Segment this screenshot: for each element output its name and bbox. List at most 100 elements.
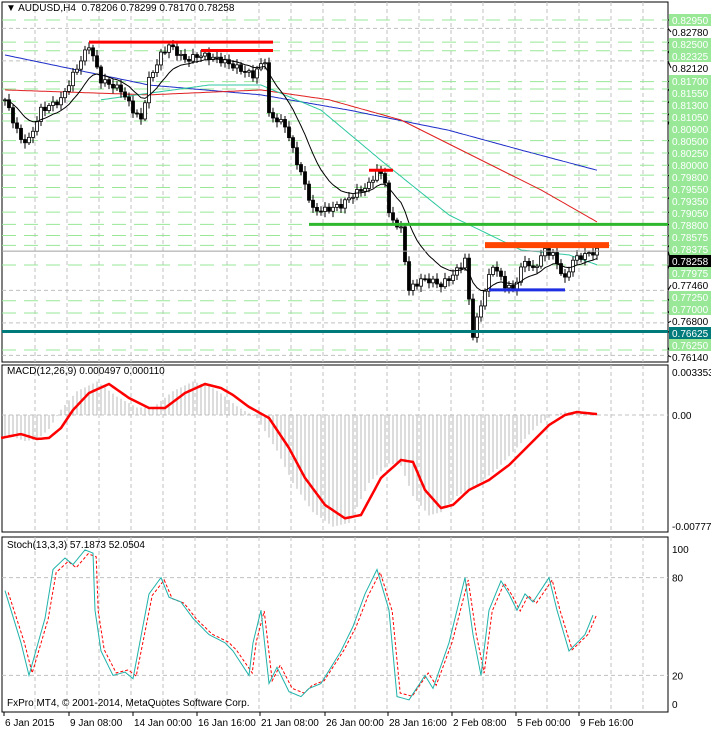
candle-bull	[115, 84, 119, 89]
candle-bear	[19, 127, 23, 140]
time-tick-label: 9 Jan 08:00	[70, 718, 123, 729]
price-level-box	[669, 171, 711, 183]
candle-bull	[575, 255, 579, 261]
candle-bull	[323, 206, 327, 212]
candle-bull	[179, 53, 183, 56]
candle-bear	[131, 100, 135, 114]
candle-bear	[435, 278, 439, 285]
candle-bear	[231, 63, 235, 69]
time-tick-label: 21 Jan 08:00	[261, 718, 319, 729]
candle-bull	[263, 62, 267, 65]
candle-bull	[159, 51, 163, 66]
candle-bull	[539, 255, 543, 267]
candle-bear	[359, 189, 363, 192]
price-panel	[1, 1, 669, 363]
candle-bull	[411, 283, 415, 291]
price-tick-label: 0.76140	[672, 353, 709, 364]
time-tick-label: 28 Jan 16:00	[389, 718, 447, 729]
stoch-tick-label: 100	[672, 545, 689, 556]
candle-bear	[283, 119, 287, 128]
candle-bear	[555, 252, 559, 264]
candle-bull	[31, 130, 35, 138]
candle-bull	[103, 79, 107, 84]
price-tick	[667, 354, 672, 358]
candle-bull	[431, 278, 435, 284]
candle-bear	[107, 79, 111, 85]
candle-bear	[187, 58, 191, 62]
candle-bear	[291, 137, 295, 149]
candle-bull	[83, 49, 87, 62]
time-tick-label: 2 Feb 08:00	[453, 718, 507, 729]
candle-bear	[327, 206, 331, 212]
candle-bear	[239, 64, 243, 72]
candle-bear	[207, 52, 211, 60]
candle-bull	[79, 60, 83, 70]
price-level-box	[669, 135, 711, 147]
candle-bear	[427, 278, 431, 284]
time-tick-label: 6 Jan 2015	[5, 718, 55, 729]
candle-bear	[495, 266, 499, 272]
price-level-box	[669, 99, 711, 111]
price-level-label: 0.80250	[672, 149, 709, 160]
time-tick-label: 16 Jan 16:00	[198, 718, 256, 729]
candle-bear	[43, 106, 47, 111]
price-level-box	[669, 75, 711, 87]
candle-bear	[271, 112, 275, 119]
dropdown-triangle-icon[interactable]: ▼	[6, 3, 16, 14]
candle-bear	[311, 199, 315, 208]
candle-bull	[595, 247, 599, 256]
candle-bull	[535, 265, 539, 268]
price-level-label: 0.80000	[672, 161, 709, 172]
price-level-box	[669, 195, 711, 207]
candle-bear	[127, 96, 131, 102]
candle-bear	[403, 226, 407, 263]
candle-bear	[423, 278, 427, 281]
price-level-box	[669, 339, 711, 351]
price-level-box	[669, 303, 711, 315]
time-tick-label: 5 Feb 00:00	[517, 718, 571, 729]
price-level-label: 0.81300	[672, 101, 709, 112]
candle-bear	[391, 212, 395, 221]
candle-bear	[111, 83, 115, 89]
candle-bear	[183, 53, 187, 60]
candle-bear	[95, 55, 99, 68]
price-tick-label: 0.77460	[672, 281, 709, 292]
price-level-label: 0.79050	[672, 209, 709, 220]
candle-bull	[507, 284, 511, 289]
candle-bull	[543, 248, 547, 257]
candle-bull	[259, 63, 263, 70]
candle-bull	[191, 54, 195, 62]
macd-tick-label: 0.003353	[672, 368, 711, 379]
candle-bull	[583, 253, 587, 260]
stoch-tick-label: 20	[672, 671, 684, 682]
candle-bull	[67, 85, 71, 92]
price-level-label: 0.79350	[672, 197, 709, 208]
candle-bull	[155, 64, 159, 73]
candle-bear	[123, 91, 127, 98]
stoch-tick-label: 0	[672, 700, 678, 711]
price-level-box	[669, 38, 711, 50]
candle-bear	[275, 117, 279, 123]
support-level-box	[669, 327, 711, 339]
candle-bear	[11, 107, 15, 124]
candle-bear	[135, 112, 139, 115]
candle-bull	[167, 44, 171, 53]
candle-bull	[151, 72, 155, 78]
candle-bull	[455, 267, 459, 276]
candle-bull	[419, 278, 423, 287]
candle-bear	[295, 147, 299, 165]
price-tick	[667, 28, 672, 33]
candle-bull	[483, 290, 487, 307]
candle-bull	[255, 68, 259, 79]
header-label: ▼ AUDUSD,H4 0.78206 0.78299 0.78170 0.78…	[6, 3, 234, 14]
candle-bear	[319, 210, 323, 213]
price-level-box	[669, 219, 711, 231]
price-level-label: 0.76250	[672, 341, 709, 352]
candle-bear	[591, 252, 595, 256]
time-tick-label: 26 Jan 00:00	[326, 718, 384, 729]
stoch-tick-label: 80	[672, 574, 684, 585]
price-level-box	[669, 111, 711, 123]
candle-bull	[367, 181, 371, 189]
ohlc-values: 0.78206 0.78299 0.78170 0.78258	[81, 3, 235, 14]
